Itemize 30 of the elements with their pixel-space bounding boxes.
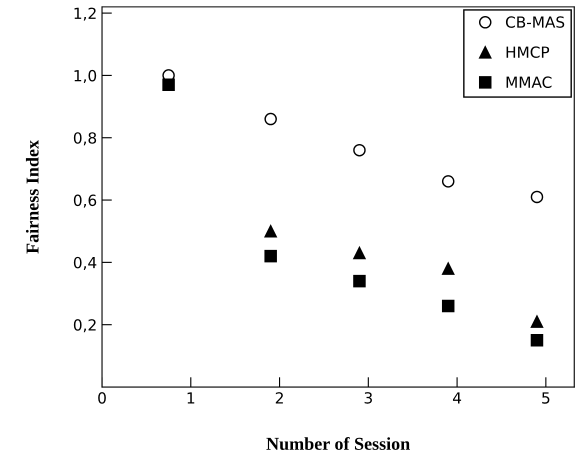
x-tick-label: 1 (188, 392, 194, 404)
point (353, 144, 366, 156)
x-tick-label: 0 (98, 392, 106, 404)
point (530, 315, 544, 328)
x-tick-label: 4 (452, 392, 462, 404)
x-tick-label: 3 (364, 392, 372, 404)
y-tick-label: 0,8 (74, 132, 96, 146)
point (530, 334, 544, 347)
point (264, 224, 277, 238)
point (162, 78, 175, 92)
y-tick-label: 0,4 (74, 256, 96, 270)
y-tick-label: 1,2 (74, 8, 96, 21)
x-tick-label: 2 (276, 392, 283, 404)
point (264, 250, 277, 262)
legend-label: MMAC (506, 76, 552, 88)
point (442, 300, 454, 312)
point (353, 246, 366, 260)
point (353, 274, 366, 288)
y-tick-label: 1,0 (74, 70, 96, 83)
point (442, 175, 454, 188)
y-axis-title: Fairness Index (26, 140, 39, 254)
y-tick-label: 0,6 (74, 194, 96, 208)
legend-label: HMCP (506, 46, 550, 58)
x-axis-title: Number of Session (266, 437, 410, 450)
point (264, 112, 277, 126)
legend-label: CB-MAS (506, 16, 564, 28)
point (530, 190, 544, 204)
x-tick-label: 5 (542, 392, 550, 404)
y-tick-label: 0,2 (74, 319, 96, 332)
point (442, 262, 454, 275)
